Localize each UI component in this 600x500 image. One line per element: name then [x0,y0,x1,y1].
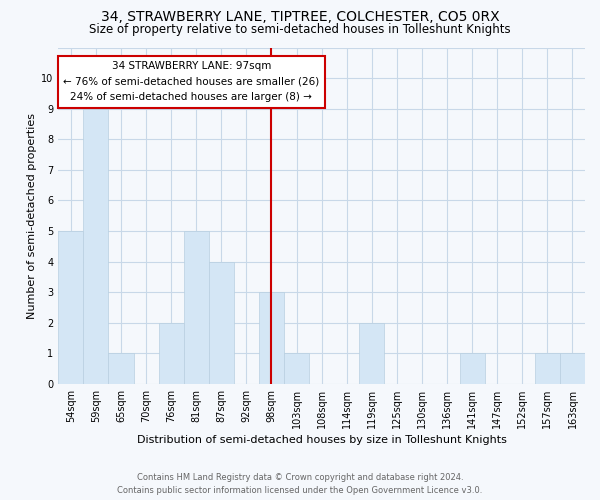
Bar [535,353,560,384]
Bar [83,108,109,384]
Text: Contains HM Land Registry data © Crown copyright and database right 2024.
Contai: Contains HM Land Registry data © Crown c… [118,474,482,495]
Bar [284,353,309,384]
Y-axis label: Number of semi-detached properties: Number of semi-detached properties [27,112,37,318]
X-axis label: Distribution of semi-detached houses by size in Tolleshunt Knights: Distribution of semi-detached houses by … [137,435,506,445]
Bar [460,353,485,384]
Bar [259,292,284,384]
Bar [560,353,585,384]
Bar [158,322,184,384]
Bar [359,322,385,384]
Bar [209,262,234,384]
Bar [109,353,134,384]
Bar [184,231,209,384]
Text: Size of property relative to semi-detached houses in Tolleshunt Knights: Size of property relative to semi-detach… [89,22,511,36]
Text: 34, STRAWBERRY LANE, TIPTREE, COLCHESTER, CO5 0RX: 34, STRAWBERRY LANE, TIPTREE, COLCHESTER… [101,10,499,24]
Bar [58,231,83,384]
Text: 34 STRAWBERRY LANE: 97sqm
← 76% of semi-detached houses are smaller (26)
24% of : 34 STRAWBERRY LANE: 97sqm ← 76% of semi-… [63,62,319,102]
